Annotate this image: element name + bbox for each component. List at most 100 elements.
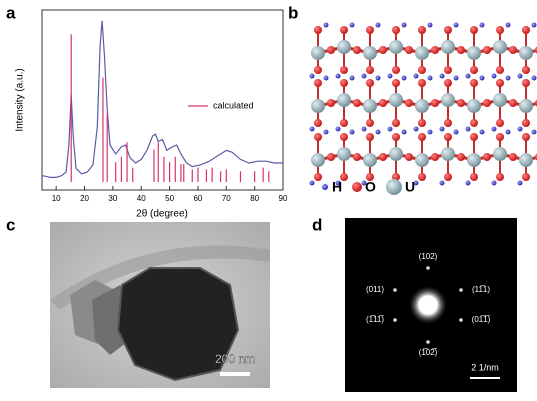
atom-o — [509, 153, 517, 161]
atom-o — [444, 173, 452, 181]
atom-o — [509, 99, 517, 107]
y-axis-label: Intensity (a.u.) — [15, 68, 26, 131]
atom-h — [479, 129, 485, 135]
atom-h — [479, 75, 485, 81]
central-beam — [408, 285, 448, 325]
atom-o — [444, 133, 452, 141]
atom-o — [522, 173, 530, 181]
atom-h — [323, 75, 329, 81]
atom-h — [505, 75, 511, 81]
atom-o — [392, 66, 400, 74]
atom-u — [467, 46, 481, 60]
atom-o — [340, 133, 348, 141]
atom-h — [517, 180, 523, 186]
atom-o — [470, 66, 478, 74]
atom-h — [349, 129, 355, 135]
x-tick-label: 40 — [137, 194, 146, 203]
diffraction-spot — [426, 266, 430, 270]
atom-o — [392, 133, 400, 141]
atom-o — [314, 119, 322, 127]
atom-o — [418, 79, 426, 87]
x-tick-label: 10 — [52, 194, 61, 203]
atom-h — [361, 180, 367, 186]
atom-o — [483, 99, 491, 107]
atom-o — [314, 133, 322, 141]
atom-o — [340, 66, 348, 74]
atom-o — [418, 119, 426, 127]
atom-u — [363, 99, 377, 113]
atom-h — [531, 75, 537, 81]
atom-u — [519, 153, 533, 167]
plot-frame — [41, 9, 284, 191]
atom-u — [519, 99, 533, 113]
atom-u — [519, 46, 533, 60]
x-tick-label: 90 — [279, 194, 288, 203]
spot-label: (102) — [419, 252, 438, 261]
atom-u — [363, 153, 377, 167]
atom-h — [427, 22, 433, 28]
atom-o — [496, 26, 504, 34]
x-tick-label: 80 — [250, 194, 259, 203]
atom-u — [441, 147, 455, 161]
legend-o — [352, 182, 362, 192]
atom-h — [491, 126, 497, 132]
atom-h — [427, 129, 433, 135]
atom-h — [309, 73, 315, 79]
atom-o — [522, 119, 530, 127]
atom-o — [470, 133, 478, 141]
atom-o — [392, 26, 400, 34]
atom-o — [431, 46, 439, 54]
atom-h — [387, 126, 393, 132]
atom-o — [366, 66, 374, 74]
atom-o — [327, 153, 335, 161]
atom-o — [483, 46, 491, 54]
atom-o — [379, 153, 387, 161]
atom-o — [444, 119, 452, 127]
atom-o — [379, 46, 387, 54]
atom-h — [453, 22, 459, 28]
atom-o — [327, 46, 335, 54]
atom-u — [467, 153, 481, 167]
tem-feature — [50, 245, 270, 310]
atom-o — [366, 26, 374, 34]
data-line — [41, 20, 283, 178]
atom-u — [311, 153, 325, 167]
atom-o — [522, 79, 530, 87]
atom-u — [441, 40, 455, 54]
atom-o — [366, 79, 374, 87]
atom-o — [405, 99, 413, 107]
panel-label: c — [6, 215, 15, 234]
atom-o — [314, 79, 322, 87]
diffraction-spot — [426, 340, 430, 344]
spot-label: (01̅1̅) — [472, 315, 491, 324]
atom-h — [413, 126, 419, 132]
atom-o — [470, 119, 478, 127]
atom-o — [470, 173, 478, 181]
atom-o — [522, 133, 530, 141]
atom-h — [375, 129, 381, 135]
atom-h — [309, 180, 315, 186]
atom-o — [483, 153, 491, 161]
diffraction-spot — [393, 288, 397, 292]
atom-h — [361, 126, 367, 132]
atom-h — [465, 73, 471, 79]
atom-h — [531, 129, 537, 135]
atom-u — [493, 93, 507, 107]
diffraction-spot — [393, 318, 397, 322]
atom-o — [314, 26, 322, 34]
atom-o — [366, 119, 374, 127]
atom-h — [439, 73, 445, 79]
atom-o — [366, 133, 374, 141]
spot-label: (1̅02̅) — [419, 348, 438, 357]
atom-u — [337, 147, 351, 161]
spot-label: (011) — [366, 285, 384, 294]
atom-u — [311, 46, 325, 60]
atom-o — [431, 99, 439, 107]
atom-u — [415, 153, 429, 167]
atom-u — [415, 99, 429, 113]
atom-o — [314, 173, 322, 181]
atom-o — [496, 66, 504, 74]
atom-h — [517, 126, 523, 132]
atom-h — [439, 180, 445, 186]
atom-o — [327, 99, 335, 107]
